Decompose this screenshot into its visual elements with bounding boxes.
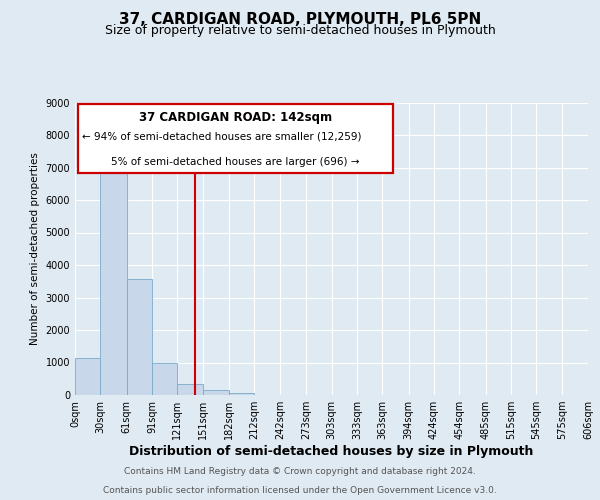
Bar — [75, 358, 100, 395]
FancyBboxPatch shape — [77, 104, 393, 172]
Text: Size of property relative to semi-detached houses in Plymouth: Size of property relative to semi-detach… — [104, 24, 496, 37]
Bar — [100, 171, 127, 395]
Text: Contains public sector information licensed under the Open Government Licence v3: Contains public sector information licen… — [103, 486, 497, 495]
X-axis label: Distribution of semi-detached houses by size in Plymouth: Distribution of semi-detached houses by … — [130, 445, 533, 458]
Text: 37 CARDIGAN ROAD: 142sqm: 37 CARDIGAN ROAD: 142sqm — [139, 112, 332, 124]
Bar — [178, 384, 203, 395]
Text: 37, CARDIGAN ROAD, PLYMOUTH, PL6 5PN: 37, CARDIGAN ROAD, PLYMOUTH, PL6 5PN — [119, 12, 481, 28]
Bar — [152, 363, 178, 395]
Bar — [203, 390, 229, 395]
Bar — [229, 392, 254, 395]
Text: Contains HM Land Registry data © Crown copyright and database right 2024.: Contains HM Land Registry data © Crown c… — [124, 467, 476, 476]
Y-axis label: Number of semi-detached properties: Number of semi-detached properties — [30, 152, 40, 345]
Text: ← 94% of semi-detached houses are smaller (12,259): ← 94% of semi-detached houses are smalle… — [82, 132, 361, 142]
Bar — [127, 280, 152, 395]
Text: 5% of semi-detached houses are larger (696) →: 5% of semi-detached houses are larger (6… — [111, 158, 359, 168]
